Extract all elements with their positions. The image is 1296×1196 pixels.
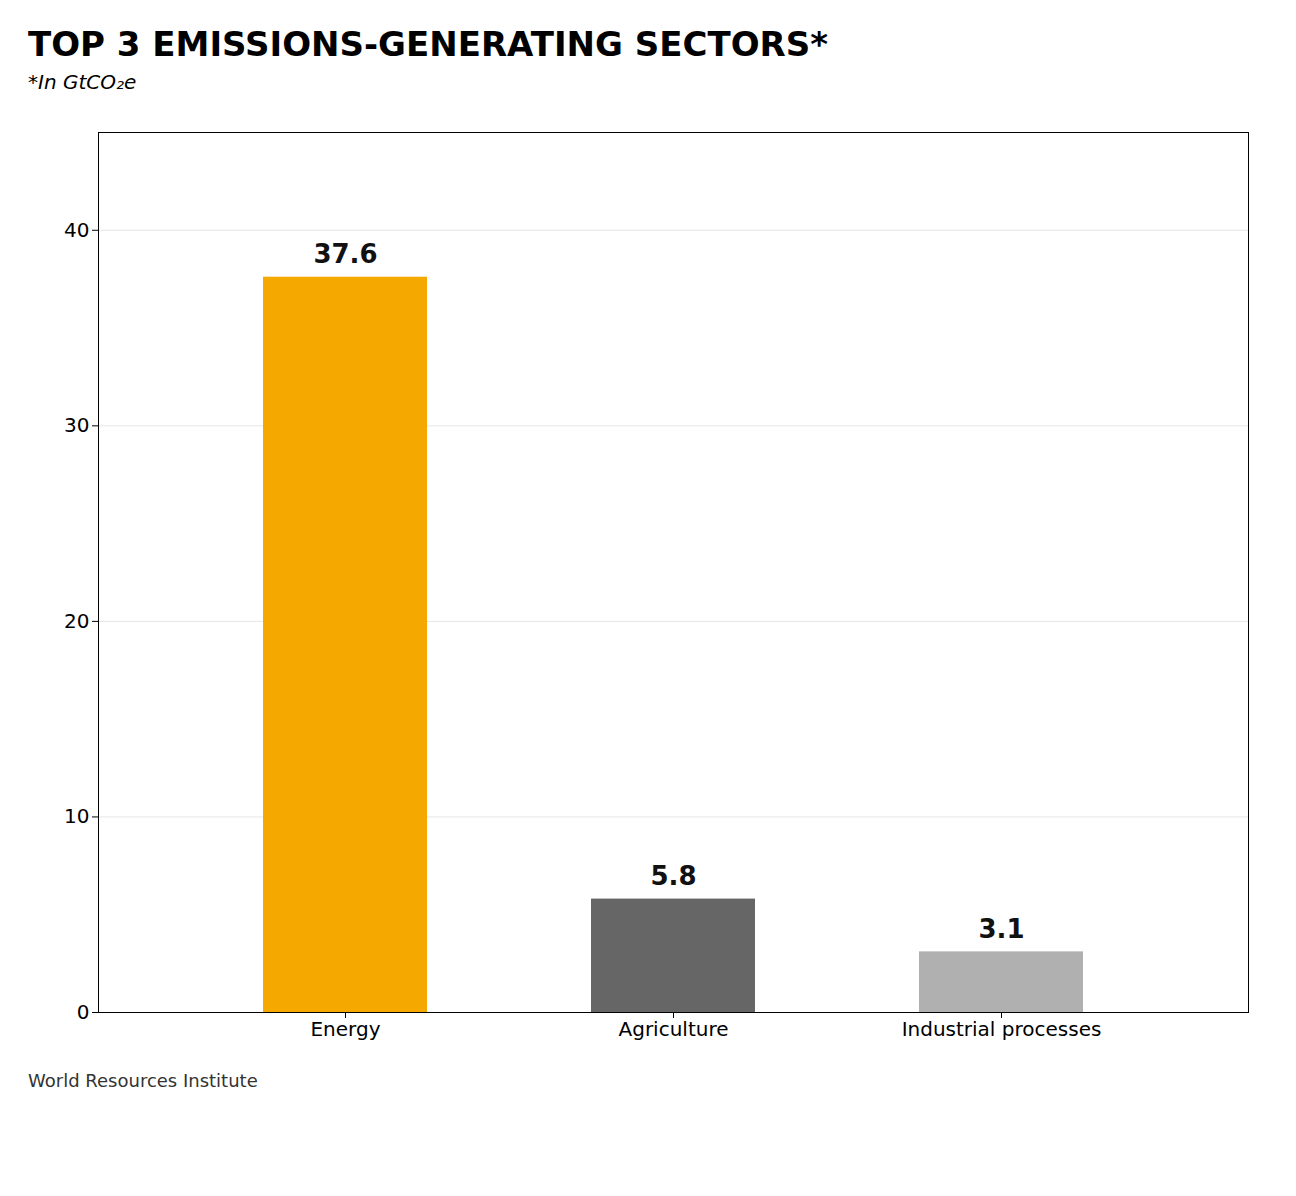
svg-text:Energy: Energy xyxy=(310,1017,380,1041)
html-text:*In GtCO₂e: *In GtCO₂e xyxy=(28,70,137,94)
svg-text:40: 40 xyxy=(64,218,89,242)
html-text:TOP 3 EMISSIONS-GENERATING SEC: TOP 3 EMISSIONS-GENERATING SECTORS* xyxy=(28,24,828,64)
svg-text:0: 0 xyxy=(77,1000,90,1024)
html-text:World Resources Institute: World Resources Institute xyxy=(28,1070,258,1091)
svg-text:3.1: 3.1 xyxy=(978,914,1024,944)
svg-text:Industrial processes: Industrial processes xyxy=(902,1017,1102,1041)
svg-text:5.8: 5.8 xyxy=(650,861,696,891)
svg-text:Agriculture: Agriculture xyxy=(619,1017,729,1041)
svg-text:37.6: 37.6 xyxy=(313,239,377,269)
svg-text:30: 30 xyxy=(64,413,89,437)
svg-text:20: 20 xyxy=(64,609,89,633)
svg-text:10: 10 xyxy=(64,804,89,828)
